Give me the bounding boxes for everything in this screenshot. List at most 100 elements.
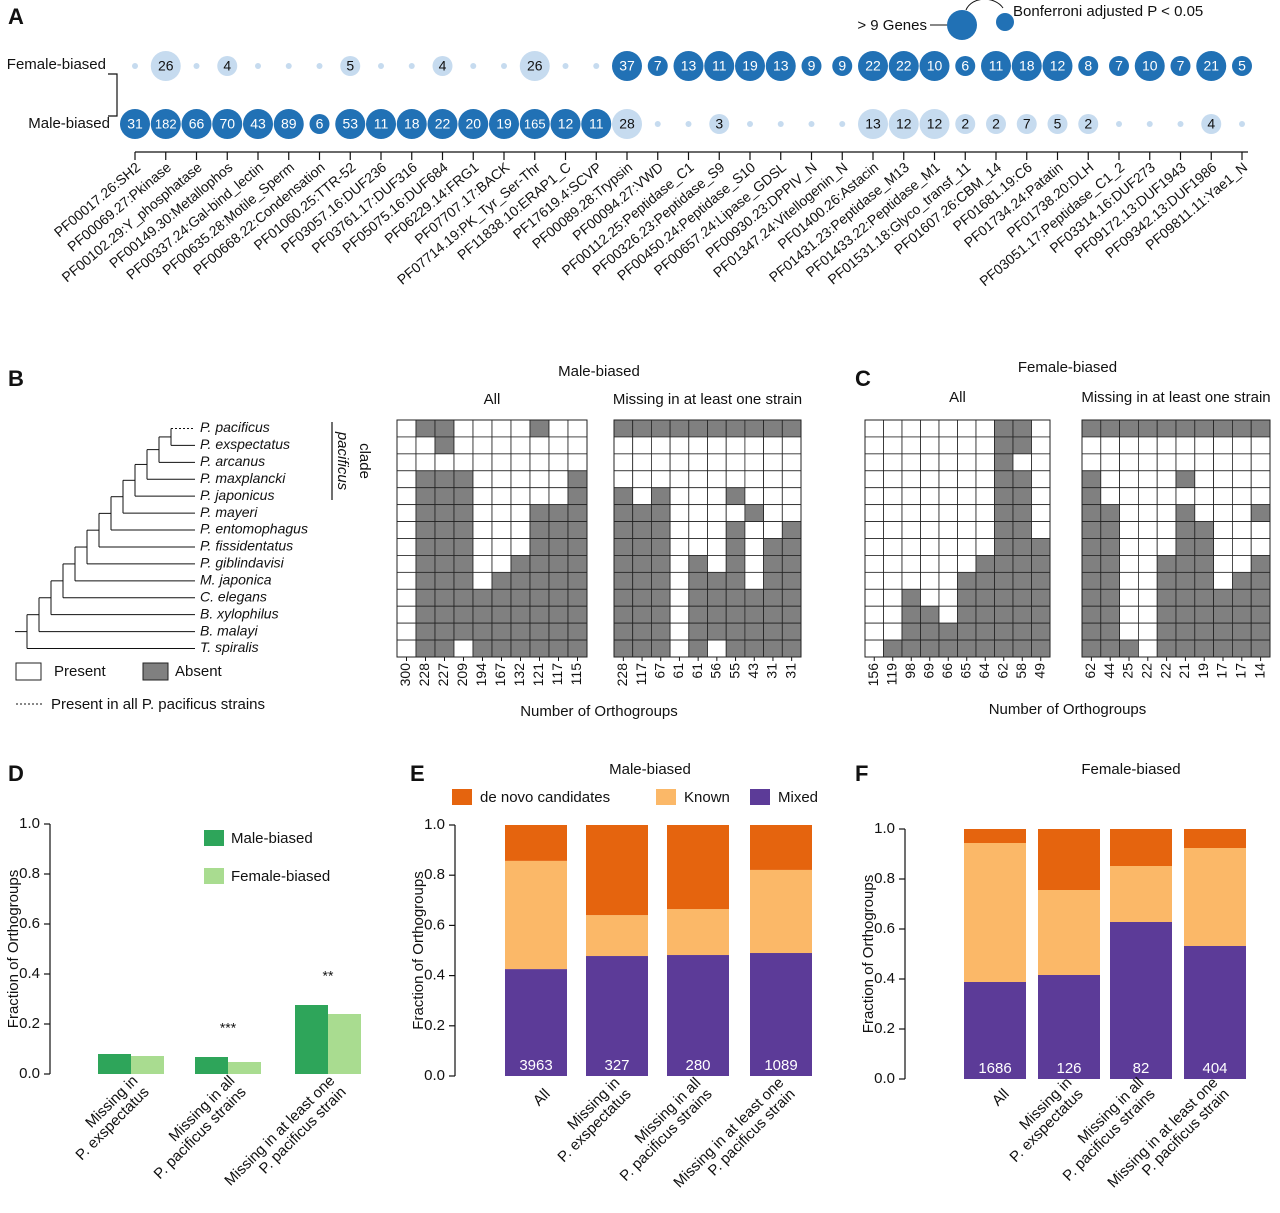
legend-present-label: Present	[54, 663, 107, 680]
presence-cell	[434, 504, 455, 522]
presence-cell	[613, 571, 634, 590]
presence-cell	[1138, 419, 1158, 438]
species-label: B. xylophilus	[200, 605, 279, 621]
presence-cell	[396, 571, 417, 590]
presence-cell	[567, 487, 588, 506]
gene-count-dot	[501, 63, 507, 69]
presence-cell	[975, 521, 995, 539]
presence-cell	[744, 419, 765, 438]
presence-cell	[415, 571, 436, 590]
presence-cell	[920, 571, 940, 590]
dot-label: 12	[558, 116, 574, 132]
dot-label: 2	[961, 116, 969, 132]
presence-cell	[920, 453, 940, 472]
presence-cell	[864, 605, 884, 624]
bar-segment	[1110, 866, 1172, 922]
presence-cell	[864, 453, 884, 472]
presence-cell	[781, 504, 802, 522]
presence-cell	[781, 538, 802, 556]
presence-cell	[1081, 605, 1102, 624]
presence-cell	[632, 419, 652, 438]
presence-cell	[994, 470, 1014, 489]
significance-label: ***	[220, 1020, 237, 1036]
dot-label: 89	[281, 116, 297, 132]
presence-cell	[957, 538, 977, 556]
presence-cell	[1175, 436, 1196, 455]
presence-cell	[415, 622, 436, 641]
presence-cell	[632, 639, 652, 658]
presence-cell	[1081, 470, 1102, 489]
presence-cell	[763, 453, 783, 472]
presence-cell	[744, 588, 765, 607]
presence-cell	[901, 639, 921, 658]
presence-cell	[529, 487, 550, 506]
presence-cell	[669, 470, 690, 489]
presence-cell	[1175, 538, 1196, 556]
presence-cell	[1194, 419, 1215, 438]
presence-cell	[510, 504, 531, 522]
gene-count-dot	[735, 51, 765, 81]
legend-absent-label: Absent	[175, 663, 223, 680]
presence-cell	[957, 453, 977, 472]
presence-cell	[1012, 419, 1032, 438]
presence-cell	[1119, 571, 1139, 590]
presence-cell	[763, 555, 783, 573]
gene-count-dot	[981, 51, 1011, 81]
presence-cell	[632, 622, 652, 641]
chart-title: Male-biased	[609, 761, 691, 778]
presence-cell	[613, 521, 634, 539]
presence-cell	[1194, 521, 1215, 539]
presence-cell	[883, 639, 903, 658]
presence-cell	[883, 436, 903, 455]
presence-cell	[396, 639, 417, 658]
presence-cell	[707, 639, 727, 658]
presence-cell	[1250, 453, 1271, 472]
count-label: 69	[920, 663, 936, 679]
presence-cell	[669, 504, 690, 522]
bar-segment	[667, 955, 729, 1076]
presence-cell	[632, 436, 652, 455]
presence-cell	[651, 470, 671, 489]
gene-count-dot	[986, 114, 1006, 134]
presence-cell	[957, 436, 977, 455]
presence-cell	[1175, 555, 1196, 573]
chart-title: Female-biased	[1081, 761, 1180, 778]
presence-cell	[883, 453, 903, 472]
presence-cell	[472, 436, 493, 455]
presence-cell	[651, 453, 671, 472]
presence-cell	[1175, 419, 1196, 438]
presence-cell	[415, 521, 436, 539]
presence-cell	[529, 588, 550, 607]
presence-cell	[510, 419, 531, 438]
bar-segment	[1038, 829, 1100, 890]
presence-cell	[938, 470, 958, 489]
legend-swatch	[204, 868, 224, 884]
presence-cell	[491, 555, 512, 573]
dot-label: 10	[927, 58, 943, 74]
presence-cell	[1012, 487, 1032, 506]
presence-cell	[744, 453, 765, 472]
presence-cell	[938, 436, 958, 455]
presence-cell	[707, 504, 727, 522]
presence-cell	[1100, 639, 1121, 658]
presence-cell	[1232, 419, 1252, 438]
subpanel-title: All	[949, 389, 966, 406]
y-tick-label: 0.8	[874, 870, 895, 887]
presence-cell	[901, 453, 921, 472]
presence-cell	[1100, 504, 1121, 522]
presence-cell	[472, 487, 493, 506]
presence-cell	[725, 538, 746, 556]
dot-label: 26	[527, 58, 543, 74]
bar-segment	[505, 860, 567, 970]
presence-cell	[567, 605, 588, 624]
presence-cell	[396, 453, 417, 472]
dot-label: 19	[742, 58, 758, 74]
presence-cell	[1031, 622, 1051, 641]
presence-cell	[453, 639, 474, 658]
presence-cell	[567, 470, 588, 489]
bar-segment	[750, 869, 812, 954]
presence-cell	[781, 521, 802, 539]
presence-cell	[781, 622, 802, 641]
count-label: 62	[1082, 663, 1098, 679]
dot-label: 18	[404, 116, 420, 132]
